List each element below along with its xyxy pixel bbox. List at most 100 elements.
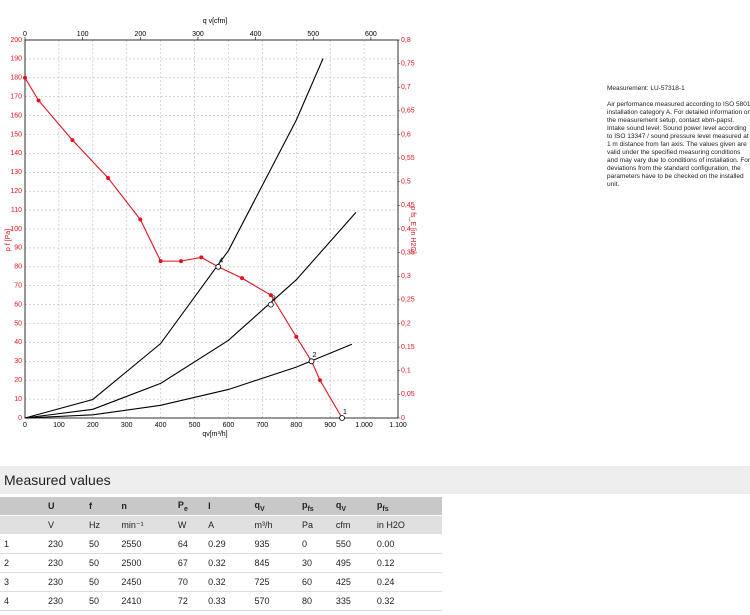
operating-point-label: 4 [219,258,223,265]
series-line [24,343,353,419]
x2-tick-label: 500 [307,31,319,38]
unit-cell: Hz [85,515,118,535]
data-cell: 64 [173,534,205,554]
data-cell: 72 [173,591,205,611]
data-cell: 3 [0,572,44,592]
y2-tick-label: 0,05 [401,391,415,398]
operating-point-label: 2 [313,352,317,359]
unit-cell: W [173,515,205,535]
x-tick-label: 1.100 [389,422,407,429]
x2-tick-label: 400 [250,31,262,38]
unit-cell: m³/h [250,515,298,535]
series-line [24,212,357,419]
data-point [70,138,75,143]
header-cell [0,497,44,516]
data-cell: 230 [44,591,86,611]
data-cell: 230 [44,534,86,554]
y-tick-label: 160 [10,112,22,119]
x-tick-label: 200 [87,422,99,429]
header-subscript: fs [382,505,389,513]
unit-cell: V [44,515,86,535]
data-cell: 550 [331,534,373,554]
y2-tick-label: 0,3 [401,273,411,280]
y-tick-label: 180 [10,75,22,82]
y2-tick-label: 0,4 [401,226,411,233]
header-cell: qV [331,497,373,516]
header-symbol: P [177,499,184,510]
data-cell: 230 [44,572,86,592]
operating-point [267,301,274,308]
data-cell: 2500 [117,553,174,573]
data-cell: 335 [331,591,373,611]
data-cell: 1 [0,534,44,554]
table-title: Measured values [0,466,750,494]
data-row: 1 230 50 2550 64 0.29 935 0 550 0.00 [0,534,442,554]
y-tick-label: 40 [14,339,22,346]
data-point [178,259,183,264]
unit-cell: A [204,515,251,535]
data-cell: 2550 [117,534,174,554]
header-cell: Pe [173,497,205,516]
data-cell: 2 [0,553,44,573]
y-tick-label: 70 [14,283,22,290]
y2-tick-label: 0,45 [401,202,415,209]
y2-axis-title: p fs_E [in H2O] [409,206,416,254]
y2-tick-label: 0,55 [401,155,415,162]
x-tick-label: 1.000 [355,422,373,429]
y2-tick-label: 0,8 [401,37,411,44]
header-subscript: V [260,505,265,513]
plot-frame [24,39,399,419]
data-cell: 0.32 [372,591,442,611]
y2-tick-label: 0 [401,415,405,422]
x-tick-label: 800 [290,422,302,429]
y-tick-label: 190 [10,56,22,63]
x-axis-title: qv[m³/h] [202,431,227,438]
y-tick-label: 200 [10,37,22,44]
data-row: 3 230 50 2450 70 0.32 725 60 425 0.24 [0,572,442,592]
data-point [158,259,163,264]
unit-cell: Pa [297,515,332,535]
data-cell: 30 [297,553,332,573]
data-point [36,98,41,103]
chart: q v[cfm] qv[m³/h] p f [Pa] p fs_E [in H2… [5,18,416,438]
x-tick-label: 400 [155,422,167,429]
data-point [138,217,143,222]
series-line [24,58,324,419]
unit-cell: cfm [331,515,373,535]
header-subscript: V [341,505,347,513]
data-cell: 0.12 [372,553,442,573]
data-cell: 2450 [117,572,174,592]
operating-point-label: 1 [343,409,347,416]
x2-axis-title: q v[cfm] [203,18,228,25]
data-cell: 725 [250,572,298,592]
header-symbol: q [254,499,261,510]
data-point [106,175,111,180]
header-symbol: U [48,501,55,511]
header-cell: I [204,497,251,516]
header-cell: n [117,497,174,516]
notes: Measurement: LU-57318-1 Air performance … [607,85,750,197]
unit-cell [0,515,44,535]
data-point [240,276,245,281]
x2-tick-label: 300 [192,31,204,38]
y-tick-label: 10 [14,396,22,403]
header-cell: U [44,497,86,516]
data-cell: 70 [173,572,205,592]
data-row: 2 230 50 2500 67 0.32 845 30 495 0.12 [0,553,442,573]
y-tick-label: 170 [10,94,22,101]
measurement-id: Measurement: LU-57318-1 [607,85,685,92]
header-symbol: q [335,499,342,510]
x-tick-label: 900 [324,422,336,429]
data-cell: 425 [331,572,373,592]
operating-point-label: 3 [272,295,276,302]
x-tick-label: 500 [189,422,201,429]
y-tick-label: 120 [10,188,22,195]
operating-point [215,263,222,270]
header-subscript: fs [307,505,314,513]
x2-tick-label: 100 [77,31,89,38]
y-tick-label: 100 [10,226,22,233]
data-cell: 0.29 [204,534,251,554]
data-cell: 845 [250,553,298,573]
